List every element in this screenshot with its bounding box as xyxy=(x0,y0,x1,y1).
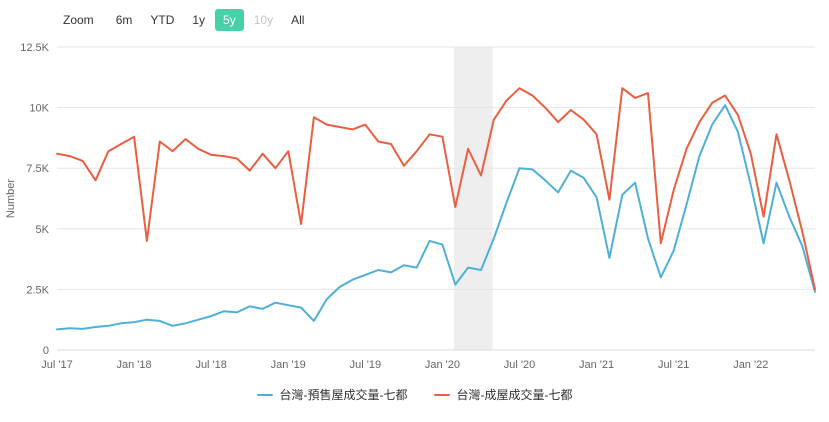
legend-label-0: 台灣-預售屋成交量-七都 xyxy=(279,388,408,402)
x-tick-label: Jul '21 xyxy=(658,359,689,371)
y-tick-label: 2.5K xyxy=(26,284,49,296)
zoom-buttons: 6m YTD 1y 5y 10y All xyxy=(108,9,315,31)
y-tick-label: 10K xyxy=(29,103,49,115)
y-tick-label: 5K xyxy=(36,224,50,236)
legend: 台灣-預售屋成交量-七都 台灣-成屋成交量-七都 xyxy=(0,386,829,403)
x-tick-label: Jul '17 xyxy=(41,359,72,371)
legend-item-0[interactable]: 台灣-預售屋成交量-七都 xyxy=(256,386,408,403)
zoom-button-ytd[interactable]: YTD xyxy=(150,13,175,27)
x-tick-label: Jul '18 xyxy=(195,359,226,371)
legend-swatch-0 xyxy=(256,393,273,396)
series-line-0 xyxy=(56,104,816,331)
zoom-button-10y: 10y xyxy=(253,13,274,27)
x-tick-label: Jan '21 xyxy=(579,359,614,371)
zoom-button-1y[interactable]: 1y xyxy=(192,13,206,27)
y-tick-label: 12.5K xyxy=(20,42,49,54)
x-tick-label: Jan '20 xyxy=(425,359,460,371)
x-tick-label: Jul '19 xyxy=(350,359,381,371)
zoom-button-all[interactable]: All xyxy=(291,13,305,27)
zoom-button-6m[interactable]: 6m xyxy=(115,13,133,27)
y-axis-labels: 0 2.5K 5K 7.5K 10K 12.5K xyxy=(20,42,49,357)
zoom-label: Zoom xyxy=(63,13,94,27)
plot-band xyxy=(453,47,493,350)
legend-item-1[interactable]: 台灣-成屋成交量-七都 xyxy=(433,386,573,403)
legend-label-1: 台灣-成屋成交量-七都 xyxy=(456,388,573,402)
range-selector-toolbar: Zoom 6m YTD 1y 5y 10y All xyxy=(63,8,314,32)
y-tick-label: 7.5K xyxy=(26,163,49,175)
legend-swatch-1 xyxy=(433,393,450,396)
x-tick-label: Jul '20 xyxy=(504,359,535,371)
zoom-button-5y[interactable]: 5y xyxy=(215,9,244,31)
x-tick-label: Jan '22 xyxy=(733,359,768,371)
y-tick-label: 0 xyxy=(43,345,49,357)
x-tick-label: Jan '18 xyxy=(117,359,152,371)
y-axis-title: Number xyxy=(5,179,17,218)
x-tick-label: Jan '19 xyxy=(271,359,306,371)
x-axis-labels: Jul '17 Jan '18 Jul '18 Jan '19 Jul '19 Jan '… xyxy=(41,359,768,371)
y-gridlines xyxy=(57,46,815,351)
series-line-1 xyxy=(56,87,816,291)
